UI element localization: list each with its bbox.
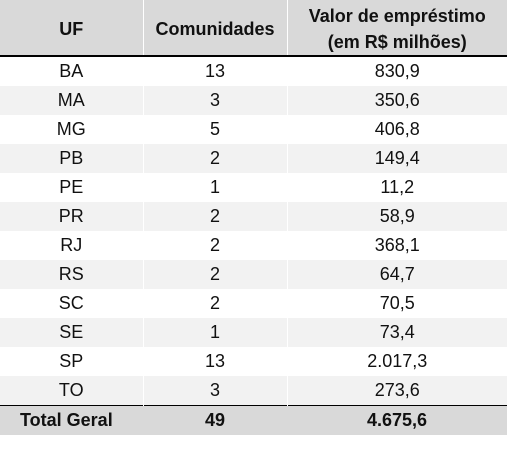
cell-valor: 368,1 <box>287 231 507 260</box>
table-row: PR 2 58,9 <box>0 202 507 231</box>
cell-valor: 149,4 <box>287 144 507 173</box>
cell-comunidades: 2 <box>143 202 288 231</box>
table-header: UF Comunidades Valor de empréstimo (em R… <box>0 0 507 57</box>
total-valor: 4.675,6 <box>287 405 507 435</box>
cell-uf: SE <box>0 318 144 347</box>
table-footer: Total Geral 49 4.675,6 <box>0 405 507 435</box>
cell-uf: RJ <box>0 231 144 260</box>
table-row: RS 2 64,7 <box>0 260 507 289</box>
cell-uf: PB <box>0 144 144 173</box>
cell-valor: 58,9 <box>287 202 507 231</box>
table-row: SE 1 73,4 <box>0 318 507 347</box>
cell-comunidades: 13 <box>143 347 288 376</box>
table-row: SC 2 70,5 <box>0 289 507 318</box>
cell-uf: RS <box>0 260 144 289</box>
cell-uf: SP <box>0 347 144 376</box>
cell-comunidades: 2 <box>143 260 288 289</box>
total-comunidades: 49 <box>143 405 287 435</box>
cell-uf: SC <box>0 289 144 318</box>
cell-valor: 830,9 <box>287 56 507 86</box>
table-row: RJ 2 368,1 <box>0 231 507 260</box>
cell-comunidades: 5 <box>143 115 288 144</box>
cell-uf: BA <box>0 56 144 86</box>
cell-comunidades: 3 <box>143 86 288 115</box>
table-row: MG 5 406,8 <box>0 115 507 144</box>
cell-valor: 2.017,3 <box>287 347 507 376</box>
cell-valor: 350,6 <box>287 86 507 115</box>
cell-valor: 273,6 <box>287 376 507 406</box>
cell-comunidades: 1 <box>143 318 288 347</box>
header-row: UF Comunidades Valor de empréstimo (em R… <box>0 0 507 57</box>
cell-comunidades: 2 <box>143 289 288 318</box>
header-uf: UF <box>0 0 144 57</box>
table-row: PE 1 11,2 <box>0 173 507 202</box>
table-body: BA 13 830,9 MA 3 350,6 MG 5 406,8 PB 2 149,4 PE 1 11,2… <box>0 56 507 406</box>
total-label: Total Geral <box>0 405 143 435</box>
cell-comunidades: 3 <box>143 376 288 406</box>
cell-uf: PE <box>0 173 144 202</box>
table-row: MA 3 350,6 <box>0 86 507 115</box>
cell-valor: 70,5 <box>287 289 507 318</box>
header-valor-line1: Valor de empréstimo <box>308 6 486 26</box>
cell-uf: PR <box>0 202 144 231</box>
table-row: BA 13 830,9 <box>0 56 507 86</box>
table-row: TO 3 273,6 <box>0 376 507 406</box>
table-row: PB 2 149,4 <box>0 144 507 173</box>
header-valor: Valor de empréstimo (em R$ milhões) <box>287 0 507 57</box>
header-valor-line2: (em R$ milhões) <box>327 32 467 52</box>
cell-comunidades: 13 <box>143 56 288 86</box>
header-comunidades: Comunidades <box>143 0 288 57</box>
table-row: SP 13 2.017,3 <box>0 347 507 376</box>
cell-comunidades: 2 <box>143 231 288 260</box>
cell-uf: MA <box>0 86 144 115</box>
cell-valor: 64,7 <box>287 260 507 289</box>
cell-comunidades: 1 <box>143 173 288 202</box>
total-row: Total Geral 49 4.675,6 <box>0 405 507 435</box>
cell-valor: 11,2 <box>287 173 507 202</box>
cell-uf: MG <box>0 115 144 144</box>
cell-valor: 406,8 <box>287 115 507 144</box>
loan-table: UF Comunidades Valor de empréstimo (em R… <box>0 0 507 435</box>
cell-uf: TO <box>0 376 144 406</box>
cell-comunidades: 2 <box>143 144 288 173</box>
cell-valor: 73,4 <box>287 318 507 347</box>
